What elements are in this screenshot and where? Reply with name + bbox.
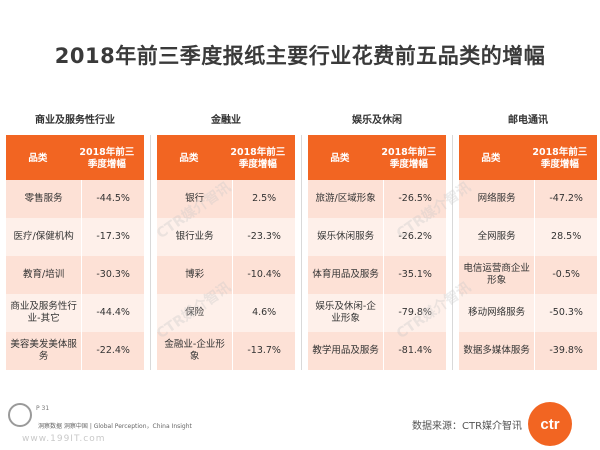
growth-cell: -0.5% — [552, 269, 580, 281]
category-cell: 电信运营商企业形象 — [459, 256, 536, 294]
category-table: 商业及服务性行业品类 2018年前三季度增幅零售服务 -44.5% 医疗/保健机构 -1… — [6, 115, 144, 370]
growth-cell: -39.8% — [549, 345, 583, 357]
growth-cell: -17.3% — [96, 231, 130, 243]
table-row: 网络服务 -47.2% — [459, 180, 597, 218]
table-row: 教育/培训 -30.3% — [6, 256, 144, 294]
table-row: 体育用品及服务 -35.1% — [308, 256, 446, 294]
growth-cell: -47.2% — [549, 193, 583, 205]
table-header: 品类 2018年前三季度增幅 — [6, 135, 144, 180]
category-table: 金融业品类 2018年前三季度增幅银行 2.5% 银行业务 -23.3% 博彩 -10.4%… — [157, 115, 295, 370]
growth-cell: -26.2% — [398, 231, 432, 243]
table-title: 金融业 — [211, 115, 241, 126]
growth-cell: -22.4% — [96, 345, 130, 357]
category-cell: 零售服务 — [6, 180, 83, 218]
data-source: 数据来源：CTR媒介智讯 — [412, 421, 523, 432]
category-table: 娱乐及休闲品类 2018年前三季度增幅旅游/区域形象 -26.5% 娱乐休闲服务 -26… — [308, 115, 446, 370]
growth-cell: -23.3% — [247, 231, 281, 243]
header-category: 品类 — [179, 152, 199, 164]
table-title: 娱乐及休闲 — [352, 115, 402, 126]
table-row: 娱乐及休闲-企业形象 -79.8% — [308, 294, 446, 332]
ctr-logo: ctr — [528, 402, 572, 446]
table-row: 全网服务 28.5% — [459, 218, 597, 256]
growth-cell: 28.5% — [551, 231, 582, 243]
header-growth: 2018年前三季度增幅 — [381, 146, 437, 170]
footer-tagline: 洞察数据 洞察中国 | Global Perception，China Insi… — [38, 423, 192, 430]
header-category: 品类 — [481, 152, 501, 164]
category-cell: 体育用品及服务 — [308, 256, 385, 294]
table-row: 零售服务 -44.5% — [6, 180, 144, 218]
growth-cell: 2.5% — [252, 193, 277, 205]
table-row: 旅游/区域形象 -26.5% — [308, 180, 446, 218]
category-cell: 教育/培训 — [6, 256, 83, 294]
table-row: 金融业-企业形象 -13.7% — [157, 332, 295, 370]
category-cell: 全网服务 — [459, 218, 536, 256]
table-row: 保险 4.6% — [157, 294, 295, 332]
table-row: 博彩 -10.4% — [157, 256, 295, 294]
growth-cell: -30.3% — [96, 269, 130, 281]
category-cell: 数据多媒体服务 — [459, 332, 536, 370]
category-cell: 娱乐及休闲-企业形象 — [308, 294, 385, 332]
table-header: 品类 2018年前三季度增幅 — [308, 135, 446, 180]
growth-cell: -10.4% — [247, 269, 281, 281]
category-cell: 娱乐休闲服务 — [308, 218, 385, 256]
header-growth: 2018年前三季度增幅 — [532, 146, 588, 170]
growth-cell: -26.5% — [398, 193, 432, 205]
growth-cell: -44.5% — [96, 193, 130, 205]
category-cell: 银行业务 — [157, 218, 234, 256]
category-cell: 银行 — [157, 180, 234, 218]
table-header: 品类 2018年前三季度增幅 — [459, 135, 597, 180]
growth-cell: -50.3% — [549, 307, 583, 319]
page-title: 2018年前三季度报纸主要行业花费前五品类的增幅 — [54, 44, 546, 68]
growth-cell: -35.1% — [398, 269, 432, 281]
table-row: 移动网络服务 -50.3% — [459, 294, 597, 332]
growth-cell: -13.7% — [247, 345, 281, 357]
table-title: 邮电通讯 — [508, 115, 548, 126]
category-cell: 医疗/保健机构 — [6, 218, 83, 256]
table-row: 娱乐休闲服务 -26.2% — [308, 218, 446, 256]
growth-cell: -79.8% — [398, 307, 432, 319]
growth-cell: 4.6% — [252, 307, 277, 319]
growth-cell: -44.4% — [96, 307, 130, 319]
table-title: 商业及服务性行业 — [35, 115, 115, 126]
category-cell: 移动网络服务 — [459, 294, 536, 332]
header-growth: 2018年前三季度增幅 — [230, 146, 286, 170]
table-divider — [150, 135, 151, 370]
growth-cell: -81.4% — [398, 345, 432, 357]
table-row: 电信运营商企业形象 -0.5% — [459, 256, 597, 294]
category-cell: 旅游/区域形象 — [308, 180, 385, 218]
header-category: 品类 — [330, 152, 350, 164]
table-row: 银行业务 -23.3% — [157, 218, 295, 256]
table-row: 银行 2.5% — [157, 180, 295, 218]
header-category: 品类 — [28, 152, 48, 164]
table-row: 数据多媒体服务 -39.8% — [459, 332, 597, 370]
table-divider — [452, 135, 453, 370]
page-number: P 31 — [36, 405, 50, 412]
category-cell: 金融业-企业形象 — [157, 332, 234, 370]
category-cell: 博彩 — [157, 256, 234, 294]
category-cell: 美容美发美体服务 — [6, 332, 83, 370]
certification-logo-icon — [8, 403, 32, 427]
table-row: 医疗/保健机构 -17.3% — [6, 218, 144, 256]
category-table: 邮电通讯品类 2018年前三季度增幅网络服务 -47.2% 全网服务 28.5% 电信运营… — [459, 115, 597, 370]
table-header: 品类 2018年前三季度增幅 — [157, 135, 295, 180]
header-growth: 2018年前三季度增幅 — [79, 146, 135, 170]
category-cell: 网络服务 — [459, 180, 536, 218]
table-row: 美容美发美体服务 -22.4% — [6, 332, 144, 370]
table-row: 教学用品及服务 -81.4% — [308, 332, 446, 370]
table-divider — [301, 135, 302, 370]
category-cell: 教学用品及服务 — [308, 332, 385, 370]
category-cell: 保险 — [157, 294, 234, 332]
table-row: 商业及服务性行业-其它 -44.4% — [6, 294, 144, 332]
category-cell: 商业及服务性行业-其它 — [6, 294, 83, 332]
watermark-url: www.199IT.com — [22, 434, 106, 444]
